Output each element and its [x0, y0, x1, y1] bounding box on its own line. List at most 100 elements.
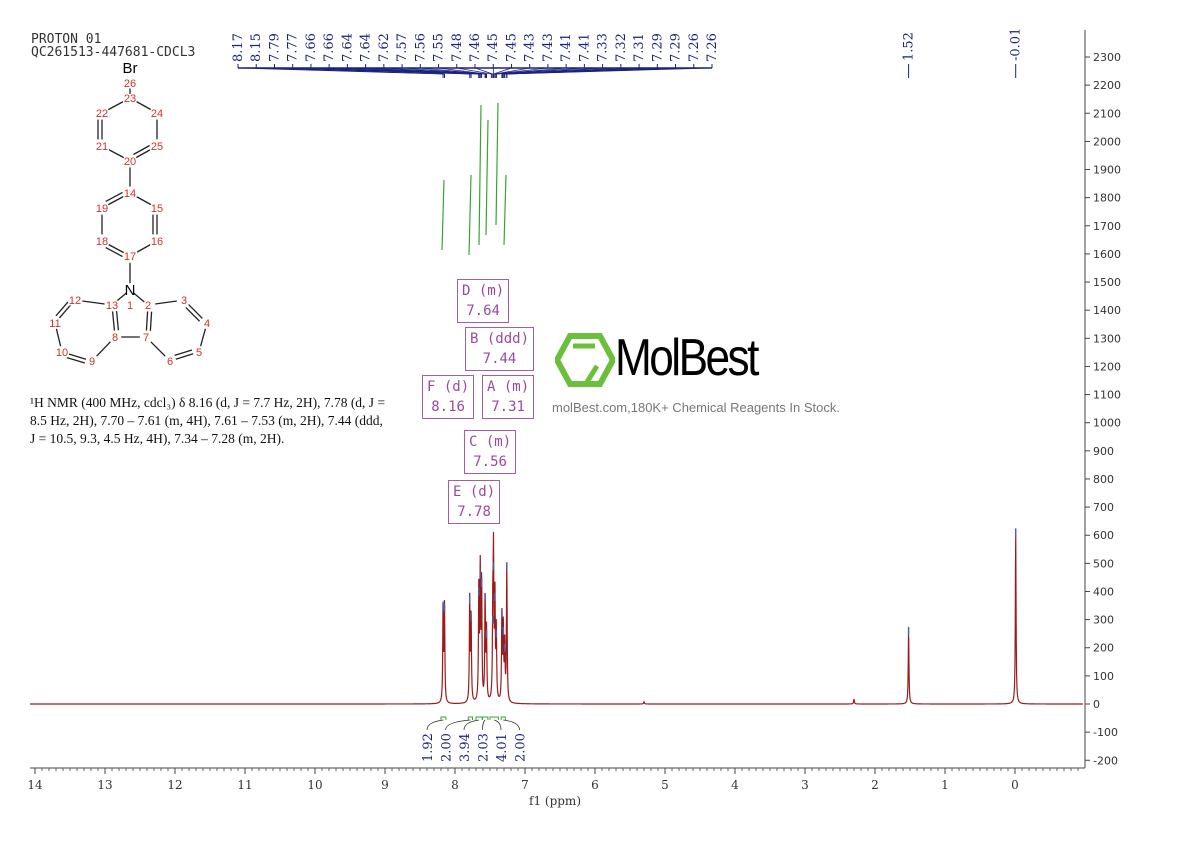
- atom-number: 19: [96, 203, 108, 215]
- atom-number: 5: [196, 347, 202, 359]
- atom-number: 25: [151, 141, 163, 153]
- integral-curve: [441, 179, 445, 251]
- sample-id: QC261513-447681-CDCL3: [31, 45, 196, 60]
- peak-label: 7.46: [468, 33, 483, 62]
- multiplet-shift: 7.64: [466, 303, 500, 319]
- y-tick-label: 200: [1093, 642, 1114, 655]
- multiplet-box-d: D (m) 7.64: [457, 279, 510, 323]
- y-tick-label: 100: [1093, 670, 1114, 683]
- integral-bracket: [494, 719, 502, 731]
- peak-label: 7.26: [705, 33, 720, 62]
- atom-number: 6: [167, 356, 173, 368]
- atom-number: 15: [151, 203, 163, 215]
- peak-label-leader: [383, 67, 482, 75]
- bond-line: [175, 353, 194, 360]
- x-tick-label: 1: [941, 778, 949, 792]
- y-tick-label: 500: [1093, 557, 1114, 570]
- multiplet-label: D (m): [462, 283, 505, 299]
- peak-label: 7.77: [286, 33, 301, 62]
- x-tick-label: 11: [237, 778, 252, 792]
- peak-label: 7.48: [450, 33, 465, 62]
- bond-line: [135, 100, 152, 111]
- atom-number: 14: [124, 188, 136, 200]
- integral-value: 4.01: [495, 733, 510, 762]
- y-tick-label: 2000: [1093, 135, 1121, 148]
- bond-line: [66, 357, 86, 364]
- peak-label: 7.55: [432, 33, 447, 62]
- bond-line: [133, 292, 145, 303]
- molbest-logo-icon: [555, 333, 615, 387]
- nmr-description: ¹H NMR (400 MHz, cdcl₃) δ 8.16 (d, J = 7…: [30, 395, 386, 446]
- x-tick-label: 13: [97, 778, 112, 792]
- atom-number: 12: [69, 295, 81, 307]
- bond-line: [82, 300, 105, 305]
- peak-label: 7.64: [359, 33, 374, 62]
- atom-number: 1: [127, 300, 133, 312]
- integral-value: 1.92: [421, 733, 436, 762]
- peak-label-leader: [438, 67, 487, 75]
- atom-number: 22: [96, 108, 108, 120]
- integral-curve: [495, 102, 499, 226]
- peak-label: 7.43: [523, 33, 538, 62]
- peak-label: 7.56: [413, 33, 428, 62]
- integral-range: [475, 716, 483, 720]
- bond-line: [107, 243, 125, 254]
- multiplet-shift: 7.56: [473, 454, 507, 470]
- integral-range: [440, 716, 447, 720]
- x-axis-label: f1 (ppm): [529, 794, 581, 808]
- peak-label: 7.33: [596, 33, 611, 62]
- multiplet-shift: 7.31: [491, 399, 525, 415]
- y-tick-label: -200: [1093, 754, 1118, 767]
- x-tick-label: 10: [307, 778, 322, 792]
- peak-label-leader: [496, 67, 585, 75]
- watermark-tagline: molBest.com,180K+ Chemical Reagents In S…: [552, 400, 840, 415]
- peak-label: 8.15: [249, 33, 264, 62]
- bond-line: [135, 195, 152, 206]
- atom-number: 8: [112, 332, 118, 344]
- atom-number: 13: [106, 300, 118, 312]
- y-tick-label: 1100: [1093, 389, 1121, 402]
- integral-range: [500, 716, 506, 720]
- atom-number: 4: [204, 318, 210, 330]
- bond-line: [133, 144, 150, 156]
- y-tick-label: 300: [1093, 614, 1114, 627]
- nitrogen-atom: N: [125, 282, 136, 299]
- bond-line: [107, 195, 125, 206]
- x-tick-label: 4: [731, 778, 739, 792]
- y-tick-label: 2200: [1093, 79, 1121, 92]
- y-tick-label: 1800: [1093, 192, 1121, 205]
- peak-label: 1.52: [902, 32, 917, 61]
- peak-label-leader: [256, 67, 445, 75]
- watermark-brand: MolBest: [615, 329, 759, 387]
- peak-label-leader: [420, 67, 486, 75]
- peak-label: 7.41: [577, 33, 592, 62]
- y-tick-label: 1000: [1093, 417, 1121, 430]
- bond-line: [115, 310, 120, 331]
- bond-line: [107, 100, 125, 111]
- peak-label: 7.32: [614, 33, 629, 62]
- bond-line: [149, 311, 153, 331]
- y-tick-label: 2300: [1093, 51, 1121, 64]
- atom-number: 10: [56, 347, 68, 359]
- multiplet-label: E (d): [453, 484, 496, 500]
- x-tick-label: 12: [167, 778, 182, 792]
- peak-label: 7.29: [669, 33, 684, 62]
- y-tick-label: 400: [1093, 585, 1114, 598]
- bond-line: [67, 353, 87, 360]
- integral-value: 3.94: [458, 733, 473, 762]
- multiplet-label: C (m): [469, 434, 512, 450]
- atom-number: 24: [151, 108, 163, 120]
- y-tick-label: 1400: [1093, 304, 1121, 317]
- multiplet-box-a: A (m) 7.31: [482, 375, 535, 419]
- peak-label: 7.57: [395, 33, 410, 62]
- atom-number: 26: [124, 78, 136, 90]
- y-tick-label: 800: [1093, 473, 1114, 486]
- atom-number: 3: [181, 295, 187, 307]
- integral-range: [481, 716, 489, 720]
- integral-curve: [468, 174, 472, 256]
- bond-line: [199, 328, 207, 347]
- multiplet-label: A (m): [487, 379, 530, 395]
- y-tick-label: 1500: [1093, 276, 1121, 289]
